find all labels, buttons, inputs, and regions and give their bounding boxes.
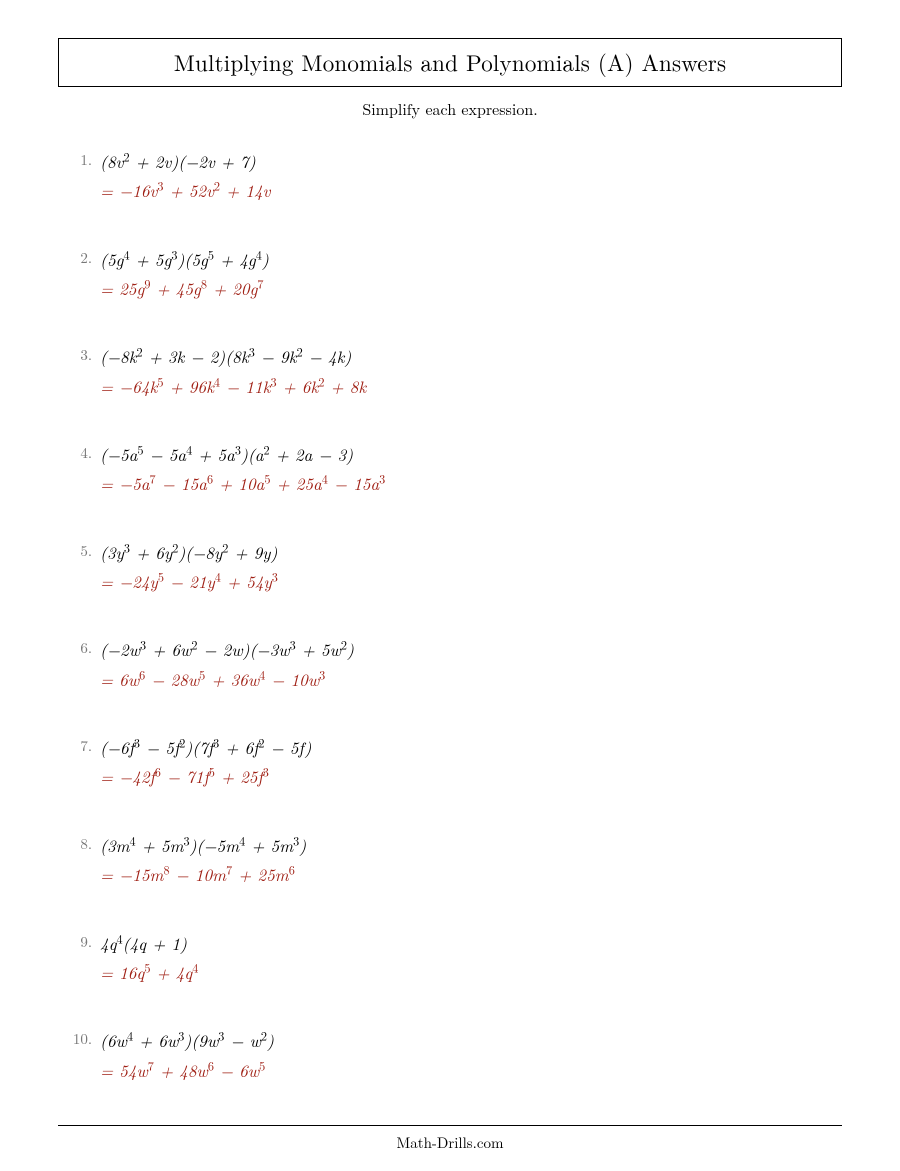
problem-number: 4. (58, 441, 100, 463)
problem-question: 4q4(4q + 1) (100, 930, 198, 956)
problem-answer: = −64k5 + 96k4 − 11k3 + 6k2 + 8k (100, 373, 366, 399)
problem-number: 3. (58, 343, 100, 365)
problem-body: (3y3 + 6y2)(−8y2 + 9y) = −24y5 − 21y4 + 5… (100, 539, 278, 595)
problem-question: (3y3 + 6y2)(−8y2 + 9y) (100, 539, 278, 565)
page-subtitle: Simplify each expression. (58, 97, 842, 120)
problem-answer: = 25g9 + 45g8 + 20g7 (100, 275, 269, 301)
problem-number: 5. (58, 539, 100, 561)
problem-question: (−6f3 − 5f2)(7f3 + 6f2 − 5f) (100, 734, 311, 760)
problem-body: 4q4(4q + 1) = 16q5 + 4q4 (100, 930, 198, 986)
footer-rule (58, 1125, 842, 1126)
problem-answer: = −24y5 − 21y4 + 54y3 (100, 568, 278, 594)
problem-row: 7.(−6f3 − 5f2)(7f3 + 6f2 − 5f) = −42f6 − … (58, 734, 842, 790)
page-title: Multiplying Monomials and Polynomials (A… (174, 45, 727, 78)
problem-answer: = 54w7 + 48w6 − 6w5 (100, 1057, 274, 1083)
problem-body: (−5a5 − 5a4 + 5a3)(a2 + 2a − 3) = −5a7 − … (100, 441, 385, 497)
problem-row: 4.(−5a5 − 5a4 + 5a3)(a2 + 2a − 3) = −5a7 … (58, 441, 842, 497)
problem-answer: = 6w6 − 28w5 + 36w4 − 10w3 (100, 666, 354, 692)
problem-question: (−2w3 + 6w2 − 2w)(−3w3 + 5w2) (100, 636, 354, 662)
problem-number: 9. (58, 930, 100, 952)
problem-answer: = −5a7 − 15a6 + 10a5 + 25a4 − 15a3 (100, 470, 385, 496)
problem-body: (3m4 + 5m3)(−5m4 + 5m3) = −15m8 − 10m7 + … (100, 832, 306, 888)
problem-row: 3.(−8k2 + 3k − 2)(8k3 − 9k2 − 4k) = −64k5… (58, 343, 842, 399)
problem-answer: = 16q5 + 4q4 (100, 959, 198, 985)
footer-text: Math-Drills.com (58, 1132, 842, 1171)
problem-row: 5.(3y3 + 6y2)(−8y2 + 9y) = −24y5 − 21y4 +… (58, 539, 842, 595)
problem-row: 2.(5g4 + 5g3)(5g5 + 4g4) = 25g9 + 45g8 + … (58, 246, 842, 302)
problem-answer: = −42f6 − 71f5 + 25f3 (100, 763, 311, 789)
problem-row: 8.(3m4 + 5m3)(−5m4 + 5m3) = −15m8 − 10m7 … (58, 832, 842, 888)
problem-body: (−6f3 − 5f2)(7f3 + 6f2 − 5f) = −42f6 − 71… (100, 734, 311, 790)
problem-number: 10. (58, 1027, 100, 1049)
problem-list: 1.(8v2 + 2v)(−2v + 7) = −16v3 + 52v2 + 14… (58, 148, 842, 1125)
problem-body: (5g4 + 5g3)(5g5 + 4g4) = 25g9 + 45g8 + 20… (100, 246, 269, 302)
problem-number: 2. (58, 246, 100, 268)
problem-body: (6w4 + 6w3)(9w3 − w2) = 54w7 + 48w6 − 6w5 (100, 1027, 274, 1083)
problem-row: 9.4q4(4q + 1) = 16q5 + 4q4 (58, 930, 842, 986)
problem-question: (5g4 + 5g3)(5g5 + 4g4) (100, 246, 269, 272)
problem-answer: = −16v3 + 52v2 + 14v (100, 177, 270, 203)
problem-number: 6. (58, 636, 100, 658)
problem-question: (6w4 + 6w3)(9w3 − w2) (100, 1027, 274, 1053)
problem-question: (3m4 + 5m3)(−5m4 + 5m3) (100, 832, 306, 858)
problem-number: 1. (58, 148, 100, 170)
problem-answer: = −15m8 − 10m7 + 25m6 (100, 861, 306, 887)
problem-number: 7. (58, 734, 100, 756)
problem-body: (8v2 + 2v)(−2v + 7) = −16v3 + 52v2 + 14v (100, 148, 270, 204)
page-title-box: Multiplying Monomials and Polynomials (A… (58, 38, 842, 87)
problem-row: 1.(8v2 + 2v)(−2v + 7) = −16v3 + 52v2 + 14… (58, 148, 842, 204)
problem-row: 6.(−2w3 + 6w2 − 2w)(−3w3 + 5w2) = 6w6 − 2… (58, 636, 842, 692)
problem-question: (8v2 + 2v)(−2v + 7) (100, 148, 270, 174)
problem-number: 8. (58, 832, 100, 854)
problem-row: 10.(6w4 + 6w3)(9w3 − w2) = 54w7 + 48w6 − … (58, 1027, 842, 1083)
problem-body: (−8k2 + 3k − 2)(8k3 − 9k2 − 4k) = −64k5 +… (100, 343, 366, 399)
worksheet-page: Multiplying Monomials and Polynomials (A… (0, 0, 900, 1165)
problem-body: (−2w3 + 6w2 − 2w)(−3w3 + 5w2) = 6w6 − 28w… (100, 636, 354, 692)
problem-question: (−5a5 − 5a4 + 5a3)(a2 + 2a − 3) (100, 441, 385, 467)
problem-question: (−8k2 + 3k − 2)(8k3 − 9k2 − 4k) (100, 343, 366, 369)
